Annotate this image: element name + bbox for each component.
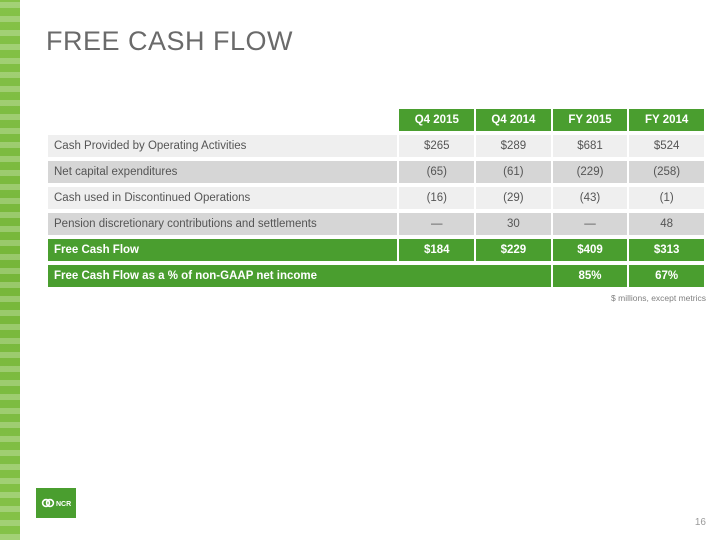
cell: (16) [399, 187, 474, 209]
row-label: Free Cash Flow [48, 239, 397, 261]
table-header-row: Q4 2015 Q4 2014 FY 2015 FY 2014 [48, 109, 704, 131]
table-row: Pension discretionary contributions and … [48, 213, 704, 235]
col-header: Q4 2014 [476, 109, 551, 131]
page-number: 16 [695, 517, 706, 528]
cell: (65) [399, 161, 474, 183]
pct-row: Free Cash Flow as a % of non-GAAP net in… [48, 265, 704, 287]
header-blank [48, 109, 397, 131]
cell: (43) [553, 187, 628, 209]
footnote: $ millions, except metrics [46, 293, 706, 303]
cell: (1) [629, 187, 704, 209]
col-header: FY 2015 [553, 109, 628, 131]
cell: (29) [476, 187, 551, 209]
row-label: Cash used in Discontinued Operations [48, 187, 397, 209]
table-row: Net capital expenditures (65) (61) (229)… [48, 161, 704, 183]
cell: $524 [629, 135, 704, 157]
table-row: Cash used in Discontinued Operations (16… [48, 187, 704, 209]
row-label: Free Cash Flow as a % of non-GAAP net in… [48, 265, 551, 287]
table-row: Cash Provided by Operating Activities $2… [48, 135, 704, 157]
ncr-logo-icon: NCR [41, 497, 71, 509]
row-label: Pension discretionary contributions and … [48, 213, 397, 235]
row-label: Cash Provided by Operating Activities [48, 135, 397, 157]
svg-text:NCR: NCR [56, 501, 71, 508]
col-header: Q4 2015 [399, 109, 474, 131]
cell: — [399, 213, 474, 235]
slide-content: FREE CASH FLOW Q4 2015 Q4 2014 FY 2015 F… [20, 0, 720, 540]
cell: 30 [476, 213, 551, 235]
cell: (61) [476, 161, 551, 183]
total-row: Free Cash Flow $184 $229 $409 $313 [48, 239, 704, 261]
cell: $313 [629, 239, 704, 261]
cell: 85% [553, 265, 628, 287]
cell: $409 [553, 239, 628, 261]
cell: $229 [476, 239, 551, 261]
left-accent-bar [0, 0, 20, 540]
ncr-logo: NCR [36, 488, 76, 518]
cell: — [553, 213, 628, 235]
cell: (258) [629, 161, 704, 183]
cell: (229) [553, 161, 628, 183]
cell: $265 [399, 135, 474, 157]
col-header: FY 2014 [629, 109, 704, 131]
row-label: Net capital expenditures [48, 161, 397, 183]
cell: 67% [629, 265, 704, 287]
cell: $184 [399, 239, 474, 261]
cashflow-table: Q4 2015 Q4 2014 FY 2015 FY 2014 Cash Pro… [46, 105, 706, 291]
cell: $681 [553, 135, 628, 157]
cell: 48 [629, 213, 704, 235]
cell: $289 [476, 135, 551, 157]
page-title: FREE CASH FLOW [46, 26, 700, 57]
